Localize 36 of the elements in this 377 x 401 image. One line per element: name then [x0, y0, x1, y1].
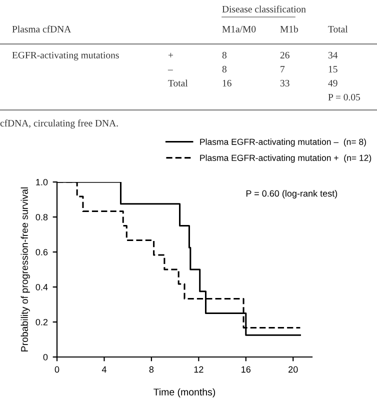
- y-tick-label: 0.2: [36, 318, 48, 326]
- y-tick-label: 0.8: [36, 214, 48, 220]
- text: 8: [222, 66, 226, 72]
- text: 34: [328, 52, 338, 58]
- text: 15: [328, 66, 338, 72]
- x-tick-label: 12: [194, 366, 204, 373]
- x-tick-label: 16: [242, 366, 251, 373]
- y-tick-label: 0: [43, 354, 48, 360]
- text: 16: [222, 80, 232, 86]
- x-tick-label: 4: [102, 366, 106, 373]
- text: cfDNA, circulating free DNA.: [0, 120, 118, 128]
- y-tick-label: 0.4: [36, 284, 48, 290]
- legend-label: Plasma EGFR-activating mutation – (n= 8): [200, 138, 366, 147]
- y-tick-label: 0.6: [36, 248, 48, 256]
- text: P = 0.05: [328, 94, 360, 100]
- y-tick-label: 1.0: [36, 178, 48, 186]
- text: EGFR-activating mutations: [12, 52, 119, 60]
- text: M1b: [280, 26, 298, 32]
- text: Total: [328, 26, 348, 32]
- text: 26: [280, 52, 290, 58]
- x-tick-label: 20: [288, 366, 298, 373]
- text: 49: [328, 80, 338, 86]
- text: +: [168, 52, 174, 58]
- text: M1a/M0: [222, 26, 256, 32]
- x-axis-title: Time (months): [154, 388, 216, 398]
- text: 8: [222, 52, 226, 58]
- legend-label: Plasma EGFR-activating mutation + (n= 12): [200, 154, 372, 163]
- text: 7: [280, 66, 285, 72]
- y-axis-title: Probability of progression-free survival: [20, 187, 30, 352]
- text: Plasma cfDNA: [12, 25, 72, 32]
- text: Total: [168, 80, 188, 86]
- x-tick-label: 0: [54, 366, 60, 373]
- text: Disease classification: [222, 5, 306, 12]
- x-tick-label: 8: [149, 366, 154, 373]
- text: 33: [280, 80, 290, 86]
- annotation: P = 0.60 (log-rank test): [246, 190, 338, 198]
